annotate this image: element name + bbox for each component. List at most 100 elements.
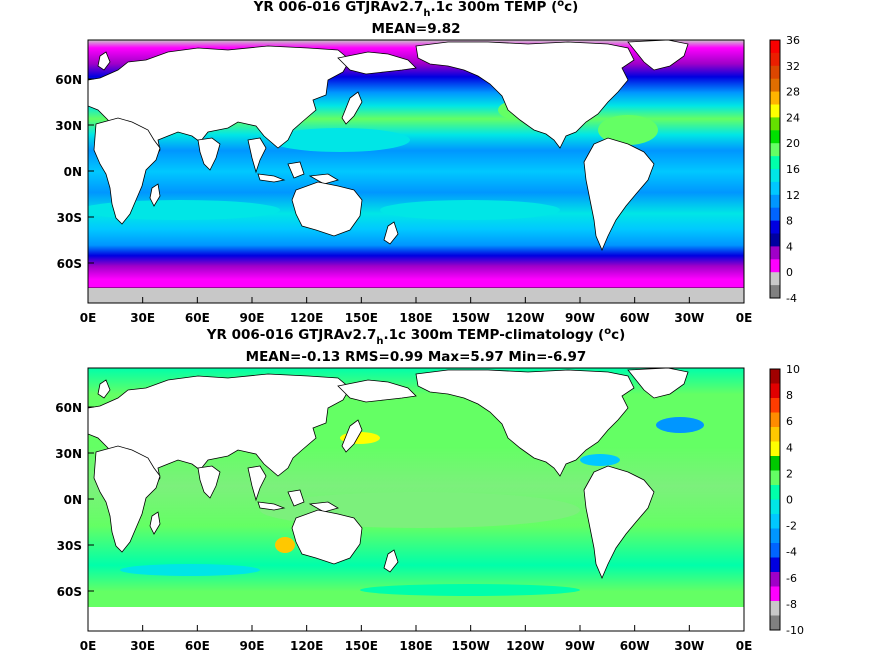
panel-1-subtitle: MEAN=9.82	[371, 21, 460, 37]
lat-label: 60N	[55, 73, 82, 87]
lat-label: 60N	[55, 401, 82, 415]
colorbar-label: 2	[786, 467, 793, 480]
panel-2-anomaly-patch-3	[656, 417, 704, 433]
lon-label: 120E	[290, 311, 323, 325]
colorbar-swatch	[770, 65, 780, 79]
colorbar-swatch	[770, 181, 780, 196]
colorbar-swatch	[770, 104, 780, 118]
lat-label: 0N	[64, 493, 82, 507]
colorbar-swatch	[770, 441, 780, 457]
colorbar-label: -4	[786, 292, 797, 305]
lon-label: 180E	[399, 311, 432, 325]
lon-label: 120W	[506, 639, 544, 653]
panel-2-title: YR 006-016 GTJRAv2.7h.1c 300m TEMP-clima…	[206, 326, 626, 347]
colorbar-swatch	[770, 572, 780, 587]
colorbar-label: 32	[786, 60, 800, 73]
lon-label: 0E	[736, 639, 753, 653]
lat-label: 30N	[55, 119, 82, 133]
colorbar-frame	[769, 368, 781, 631]
lon-label: 150E	[345, 639, 378, 653]
panel-1-band	[270, 128, 410, 152]
colorbar-label: 8	[786, 389, 793, 402]
lon-label: 0E	[80, 639, 97, 653]
lon-label: 90W	[565, 639, 595, 653]
colorbar-label: -8	[786, 598, 797, 611]
colorbar-label: -4	[786, 546, 797, 559]
panel-2-lat-labels: 60N 30N 0N 30S 60S	[55, 401, 82, 599]
colorbar-swatch	[770, 557, 780, 573]
colorbar-swatch	[770, 514, 780, 529]
colorbar-swatch	[770, 456, 780, 471]
colorbar-swatch	[770, 169, 780, 183]
colorbar-swatch	[770, 130, 780, 144]
colorbar-swatch	[770, 543, 780, 558]
colorbar-swatch	[770, 194, 780, 208]
lon-label: 120E	[290, 639, 323, 653]
colorbar-label: -2	[786, 520, 797, 533]
lon-label: 60E	[185, 311, 210, 325]
lat-label: 30N	[55, 447, 82, 461]
colorbar-swatch	[770, 369, 780, 384]
panel-1-band-2	[380, 200, 560, 220]
colorbar-swatch	[770, 52, 780, 67]
colorbar-swatch	[770, 499, 780, 515]
colorbar-swatch	[770, 78, 780, 92]
colorbar-swatch	[770, 40, 780, 54]
lon-label: 60E	[185, 639, 210, 653]
panel-2-lon-labels: 0E 30E 60E 90E 120E 150E 180E 150W 120W 90W 60W 30W…	[80, 625, 753, 653]
lon-label: 0E	[80, 311, 97, 325]
colorbar-label: -10	[786, 624, 804, 637]
colorbar-swatch	[770, 615, 780, 631]
lon-label: 90E	[240, 311, 265, 325]
lat-label: 60S	[57, 257, 82, 271]
panel-1-lon-labels: 0E 30E 60E 90E 120E 150E 180E 150W 120W 90W 60W 30W…	[80, 297, 753, 325]
colorbar-label: 8	[786, 215, 793, 228]
lon-label: 30E	[130, 311, 155, 325]
panel-1-map	[88, 40, 744, 303]
colorbar-swatch	[770, 143, 780, 157]
panel-1-title: YR 006-016 GTJRAv2.7h.1c 300m TEMP (oc)	[253, 0, 579, 19]
lon-label: 90W	[565, 311, 595, 325]
colorbar-swatch	[770, 412, 780, 428]
panel-2-lat-ticks	[88, 406, 94, 592]
colorbar-swatch	[770, 470, 780, 486]
colorbar-label: 16	[786, 163, 800, 176]
lon-label: 180E	[399, 639, 432, 653]
lon-label: 30W	[674, 639, 704, 653]
colorbar-swatch	[770, 586, 780, 602]
lon-label: 30W	[674, 311, 704, 325]
lon-label: 0E	[736, 311, 753, 325]
lon-label: 150E	[345, 311, 378, 325]
colorbar-label: 4	[786, 441, 793, 454]
colorbar-swatch	[770, 485, 780, 500]
panel-2-anomaly-patch-2	[275, 537, 295, 553]
colorbar-label: 0	[786, 494, 793, 507]
lon-label: 90E	[240, 639, 265, 653]
lat-label: 0N	[64, 165, 82, 179]
colorbar-label: 6	[786, 415, 793, 428]
colorbar-label: 24	[786, 111, 800, 124]
colorbar-swatch	[770, 272, 780, 286]
panel-2-subtitle: MEAN=-0.13 RMS=0.99 Max=5.97 Min=-6.97	[246, 349, 587, 365]
panel-1: YR 006-016 GTJRAv2.7h.1c 300m TEMP (oc) …	[55, 0, 800, 325]
lon-label: 120W	[506, 311, 544, 325]
colorbar-swatch	[770, 220, 780, 234]
panel-2-anomaly-patch-4	[580, 454, 620, 466]
colorbar-swatch	[770, 207, 780, 221]
lat-label: 30S	[57, 211, 82, 225]
lon-label: 60W	[620, 311, 650, 325]
panel-1-warm-patch	[598, 115, 658, 145]
colorbar-swatch	[770, 601, 780, 616]
panel-1-band-3	[88, 200, 280, 220]
colorbar-label: 12	[786, 189, 800, 202]
lon-label: 30E	[130, 639, 155, 653]
lat-label: 60S	[57, 585, 82, 599]
lon-label: 150W	[452, 639, 490, 653]
colorbar-swatch	[770, 285, 780, 299]
colorbar-swatch	[770, 91, 780, 105]
colorbar-label: 10	[786, 363, 800, 376]
colorbar-label: 20	[786, 137, 800, 150]
panel-1-lat-ticks	[88, 78, 94, 264]
panel-2-colorbar: 10 8 6 4 2 0 -2 -4 -6 -8 -10	[769, 363, 804, 637]
